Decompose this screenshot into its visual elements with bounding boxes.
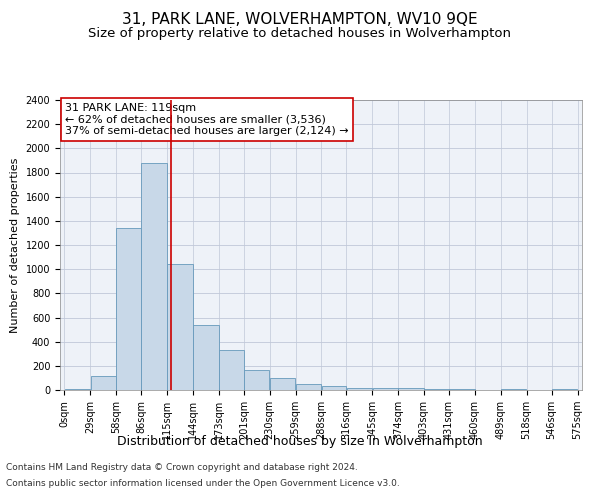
Bar	[270, 378, 295, 390]
Text: Size of property relative to detached houses in Wolverhampton: Size of property relative to detached ho…	[89, 28, 511, 40]
Bar	[347, 388, 372, 390]
Text: Contains public sector information licensed under the Open Government Licence v3: Contains public sector information licen…	[6, 478, 400, 488]
Text: Contains HM Land Registry data © Crown copyright and database right 2024.: Contains HM Land Registry data © Crown c…	[6, 464, 358, 472]
Bar	[91, 376, 116, 390]
Bar	[296, 384, 321, 390]
Bar	[244, 370, 269, 390]
Bar	[219, 350, 244, 390]
Bar	[65, 389, 90, 390]
Text: 31, PARK LANE, WOLVERHAMPTON, WV10 9QE: 31, PARK LANE, WOLVERHAMPTON, WV10 9QE	[122, 12, 478, 28]
Text: 31 PARK LANE: 119sqm
← 62% of detached houses are smaller (3,536)
37% of semi-de: 31 PARK LANE: 119sqm ← 62% of detached h…	[65, 103, 349, 136]
Bar	[142, 163, 167, 390]
Text: Distribution of detached houses by size in Wolverhampton: Distribution of detached houses by size …	[117, 435, 483, 448]
Bar	[322, 386, 346, 390]
Bar	[116, 228, 141, 390]
Y-axis label: Number of detached properties: Number of detached properties	[10, 158, 20, 332]
Bar	[398, 388, 424, 390]
Bar	[193, 325, 218, 390]
Bar	[167, 264, 193, 390]
Bar	[373, 388, 398, 390]
